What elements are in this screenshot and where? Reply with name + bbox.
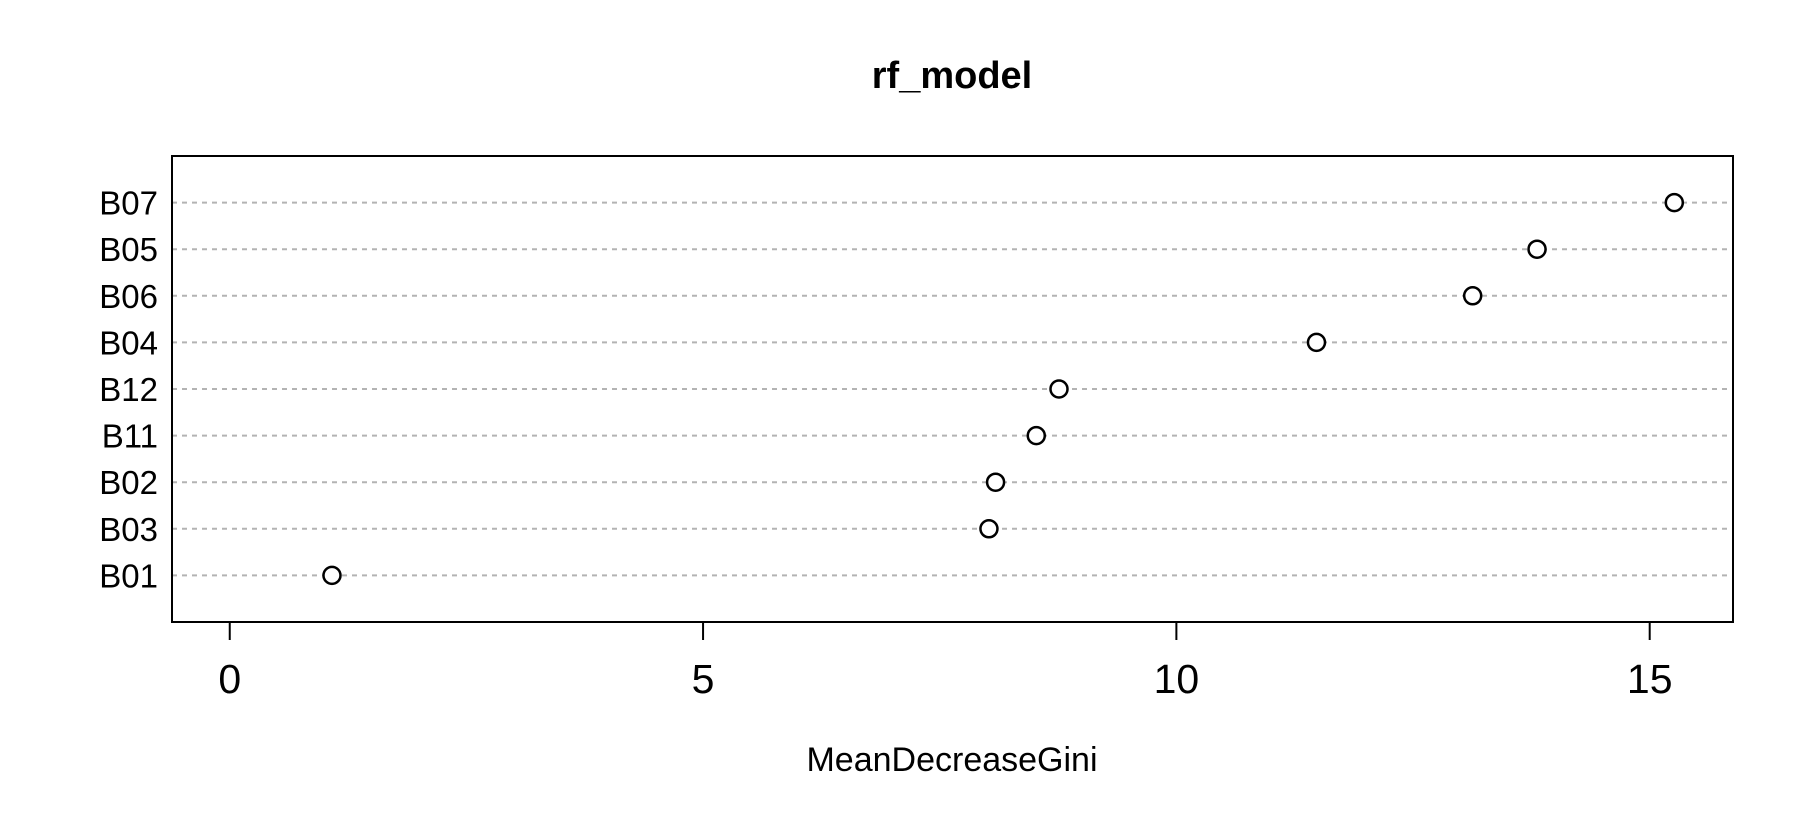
y-tick-label-B11: B11 <box>102 418 158 455</box>
x-axis-label: MeanDecreaseGini <box>806 741 1097 779</box>
x-tick-label-0: 0 <box>218 656 241 702</box>
chart-title: rf_model <box>872 55 1032 97</box>
plot-box <box>171 155 1734 623</box>
y-axis-labels: B07 B05 B06 B04 B12 B11 B02 B03 B01 <box>99 185 158 595</box>
data-point-B06 <box>1462 286 1483 306</box>
y-tick-label-B06: B06 <box>99 278 158 315</box>
x-axis-ticks: 0 5 10 15 <box>218 622 1673 702</box>
data-point-B01 <box>322 565 342 586</box>
data-point-B11 <box>1026 425 1047 446</box>
gridlines <box>172 201 1733 577</box>
y-tick-label-B04: B04 <box>99 324 158 361</box>
data-point-B07 <box>1664 192 1685 213</box>
data-point-B04 <box>1306 332 1327 353</box>
data-point-B03 <box>979 519 999 539</box>
data-point-B02 <box>985 472 1006 492</box>
y-tick-label-B07: B07 <box>99 185 158 222</box>
y-tick-label-B02: B02 <box>99 464 158 501</box>
data-point-B05 <box>1527 239 1547 259</box>
x-tick-label-10: 10 <box>1154 656 1200 702</box>
y-tick-label-B05: B05 <box>99 231 158 268</box>
y-tick-label-B12: B12 <box>99 371 158 408</box>
y-tick-label-B01: B01 <box>99 557 158 594</box>
x-tick-label-5: 5 <box>692 656 715 702</box>
y-tick-label-B03: B03 <box>99 511 158 548</box>
x-tick-label-15: 15 <box>1627 656 1673 702</box>
data-point-B12 <box>1049 379 1069 399</box>
data-points <box>322 192 1685 586</box>
